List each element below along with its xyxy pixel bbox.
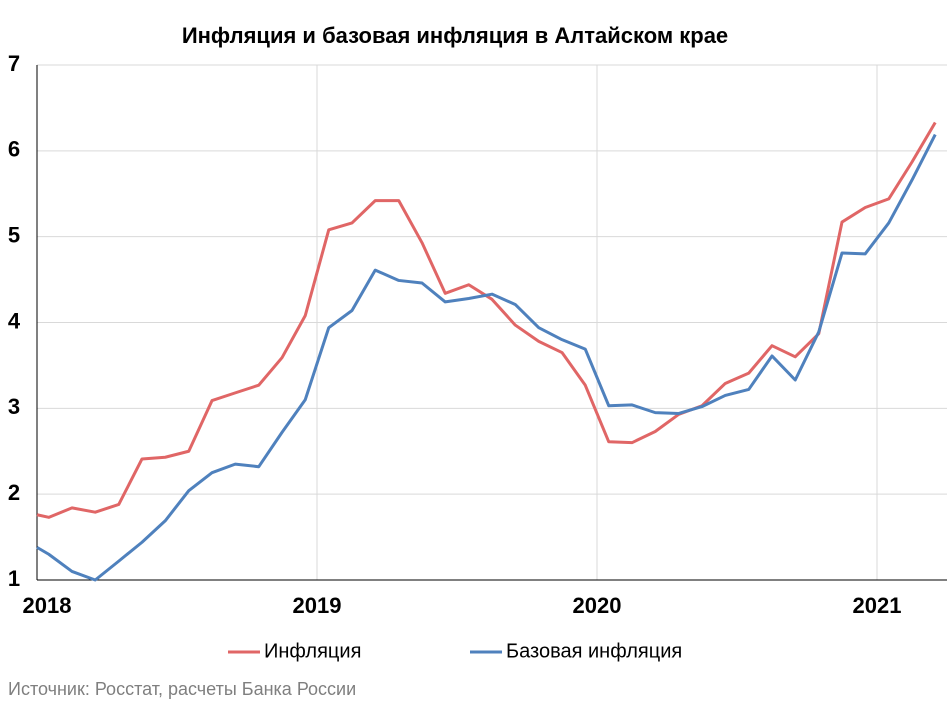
x-tick-label: 2019 (293, 593, 342, 618)
y-tick-label: 4 (8, 308, 21, 333)
y-tick-label: 1 (8, 566, 20, 591)
chart-title: Инфляция и базовая инфляция в Алтайском … (182, 23, 728, 48)
x-tick-label: 2018 (23, 593, 72, 618)
line-series (36, 133, 937, 582)
x-tick-label: 2020 (573, 593, 622, 618)
y-tick-label: 3 (8, 394, 20, 419)
y-tick-label: 7 (8, 51, 20, 76)
source-note: Источник: Росстат, расчеты Банка России (8, 679, 356, 699)
y-tick-label: 2 (8, 480, 20, 505)
y-tick-label: 5 (8, 222, 20, 247)
line-series (36, 121, 937, 519)
legend-label: Инфляция (264, 640, 361, 662)
y-tick-label: 6 (8, 137, 20, 162)
legend-label: Базовая инфляция (506, 640, 682, 662)
x-tick-label: 2021 (853, 593, 902, 618)
